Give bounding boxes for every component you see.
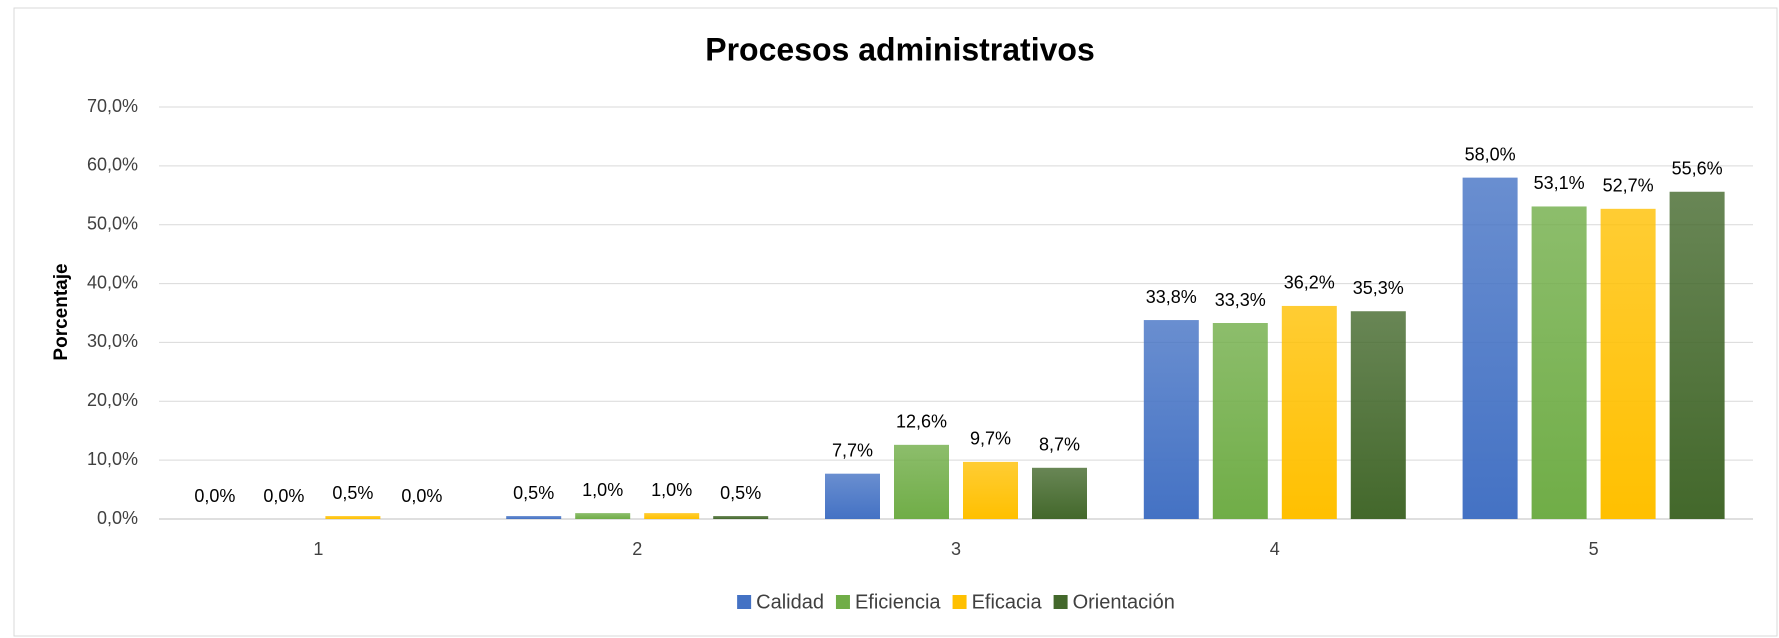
data-label: 33,3% <box>1215 290 1266 310</box>
bar <box>506 516 562 519</box>
bar <box>325 516 381 519</box>
data-label: 0,0% <box>401 486 442 506</box>
y-tick-label: 20,0% <box>87 390 138 410</box>
data-label: 58,0% <box>1465 144 1516 164</box>
bar <box>575 513 631 519</box>
x-tick-label: 4 <box>1270 539 1280 559</box>
legend: Calidad Eficiencia Eficacia Orientación <box>737 591 1175 613</box>
bar <box>1281 305 1337 519</box>
data-label: 8,7% <box>1039 435 1080 455</box>
data-label: 7,7% <box>832 440 873 460</box>
bar <box>1350 311 1406 519</box>
bar <box>644 513 700 519</box>
data-label: 52,7% <box>1603 176 1654 196</box>
legend-swatch <box>835 595 850 609</box>
data-label: 12,6% <box>896 412 947 432</box>
bar <box>1462 177 1518 519</box>
data-label: 35,3% <box>1353 278 1404 298</box>
bar <box>894 444 949 519</box>
data-label: 53,1% <box>1534 173 1585 193</box>
data-label: 1,0% <box>582 480 623 500</box>
legend-label: Eficiencia <box>855 591 941 613</box>
y-tick-label: 70,0% <box>87 96 138 116</box>
x-tick-label: 1 <box>313 539 323 559</box>
bar <box>963 461 1018 519</box>
y-tick-label: 30,0% <box>87 331 138 351</box>
data-label: 0,0% <box>194 486 235 506</box>
data-label: 0,5% <box>513 483 554 503</box>
legend-label: Calidad <box>756 591 824 613</box>
y-tick-label: 50,0% <box>87 213 138 233</box>
data-label: 9,7% <box>970 429 1011 449</box>
data-label: 0,5% <box>720 483 761 503</box>
bar <box>1531 206 1587 519</box>
legend-label: Eficacia <box>972 591 1043 613</box>
bar <box>1032 467 1087 519</box>
x-tick-label: 3 <box>951 539 961 559</box>
data-label: 36,2% <box>1284 273 1335 293</box>
x-tick-label: 5 <box>1589 539 1599 559</box>
y-tick-label: 10,0% <box>87 449 138 469</box>
y-tick-label: 0,0% <box>97 508 138 528</box>
data-label: 55,6% <box>1672 159 1723 179</box>
bar <box>1212 323 1268 519</box>
y-axis-label: Porcentaje <box>51 263 72 360</box>
bar <box>825 473 880 519</box>
bar <box>1669 191 1725 520</box>
legend-label: Orientación <box>1073 591 1175 613</box>
legend-swatch <box>1053 595 1068 609</box>
data-label: 33,8% <box>1146 287 1197 307</box>
bar <box>1143 320 1199 519</box>
x-tick-label: 2 <box>632 539 642 559</box>
data-label: 1,0% <box>651 480 692 500</box>
chart-title: Procesos administrativos <box>705 31 1094 67</box>
bar <box>1600 208 1656 519</box>
data-label: 0,0% <box>263 486 304 506</box>
y-tick-label: 60,0% <box>87 155 138 175</box>
bar <box>713 516 769 519</box>
legend-swatch <box>952 595 967 609</box>
data-label: 0,5% <box>332 483 373 503</box>
legend-swatch <box>737 595 752 609</box>
y-tick-label: 40,0% <box>87 272 138 292</box>
